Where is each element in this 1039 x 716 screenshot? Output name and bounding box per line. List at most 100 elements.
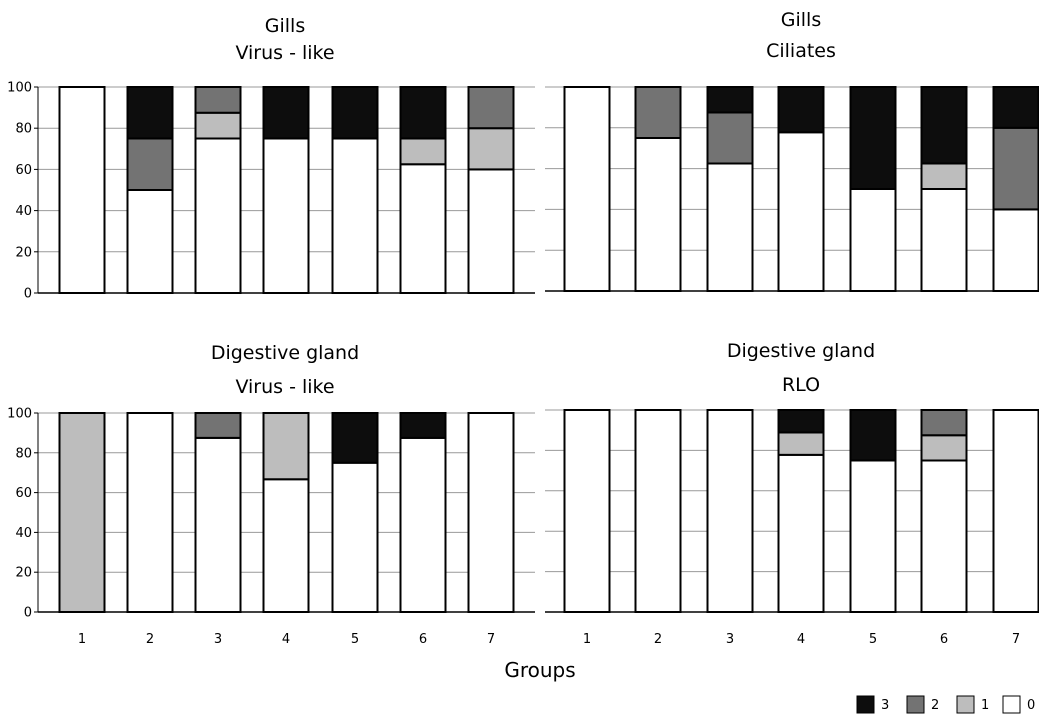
x-tick-label: 1 <box>583 632 591 647</box>
bar-segment-score-0 <box>992 208 1039 292</box>
bar-segment-score-2 <box>194 86 242 114</box>
y-tick-label: 0 <box>24 287 32 302</box>
bar-segment-score-2 <box>126 137 174 191</box>
bar-stack-group-6 <box>399 86 447 294</box>
bar-segment-score-1 <box>777 431 825 456</box>
x-tick-label: 6 <box>419 632 427 647</box>
x-tick-label: 3 <box>726 632 734 647</box>
bar-segment-score-2 <box>706 111 754 165</box>
legend-label-score-3: 3 <box>881 698 889 713</box>
bar-segment-score-2 <box>920 409 968 437</box>
panel-3: Digestive gland Virus - like 0 20 40 60 80 100 1… <box>7 342 535 647</box>
bar-segment-score-0 <box>777 131 825 292</box>
panel-title-line: Virus - like <box>235 42 334 64</box>
bar-stack-group-1 <box>563 409 611 613</box>
panel-title-line: Digestive gland <box>727 340 875 362</box>
bar-stack-group-3 <box>706 86 754 292</box>
bar-stack-group-3 <box>194 86 242 294</box>
bar-segment-score-0 <box>920 459 968 613</box>
bar-segment-score-0 <box>331 137 379 294</box>
y-tick-label: 0 <box>24 606 32 621</box>
legend-swatch-score-1 <box>956 695 975 714</box>
bar-stack-group-5 <box>849 86 897 292</box>
panel-title-line: Gills <box>265 15 305 37</box>
panel-title-line: Digestive gland <box>211 342 359 364</box>
bar-segment-score-1 <box>399 137 447 166</box>
bar-segment-score-0 <box>563 409 611 613</box>
bar-segment-score-0 <box>194 436 242 613</box>
y-tick-label: 100 <box>7 81 32 96</box>
panel-title-line: RLO <box>782 374 820 396</box>
bar-stack-group-2 <box>634 86 682 292</box>
bar-stack-group-2 <box>126 86 174 294</box>
bar-stack-group-3 <box>194 412 242 613</box>
bar-segment-score-3 <box>331 412 379 464</box>
bar-stack-group-5 <box>331 412 379 613</box>
bar-segment-score-1 <box>920 434 968 462</box>
bar-segment-score-0 <box>126 189 174 294</box>
bar-stack-group-7 <box>992 409 1039 613</box>
x-tick-label: 4 <box>282 632 290 647</box>
y-tick-label: 60 <box>15 163 32 178</box>
bar-stack-group-6 <box>399 412 447 613</box>
bar-stack-group-3 <box>706 409 754 613</box>
legend-swatch-score-3 <box>856 695 875 714</box>
x-tick-label: 2 <box>146 632 154 647</box>
bar-segment-score-0 <box>58 86 106 294</box>
bar-stack-group-1 <box>58 412 106 613</box>
x-tick-label: 7 <box>487 632 495 647</box>
legend-label-score-1: 1 <box>981 698 989 713</box>
x-tick-label: 7 <box>1012 632 1020 647</box>
x-tick-label: 4 <box>797 632 805 647</box>
x-tick-label: 1 <box>78 632 86 647</box>
y-tick-label: 100 <box>7 407 32 422</box>
bar-segment-score-2 <box>634 86 682 139</box>
bar-stack-group-2 <box>126 412 174 613</box>
x-tick-label: 5 <box>351 632 359 647</box>
y-tick-label: 20 <box>15 566 32 581</box>
bar-segment-score-1 <box>262 412 310 481</box>
bar-segment-score-0 <box>467 168 515 294</box>
bar-segment-score-0 <box>126 412 174 613</box>
bar-segment-score-1 <box>58 412 106 613</box>
y-tick-label: 40 <box>15 204 32 219</box>
bar-segment-score-2 <box>194 412 242 439</box>
bar-segment-score-0 <box>399 436 447 613</box>
bar-segment-score-0 <box>849 459 897 613</box>
y-tick-label: 60 <box>15 486 32 501</box>
panel-title-line: Gills <box>781 9 821 31</box>
bar-segment-score-0 <box>262 478 310 613</box>
bar-stack-group-4 <box>262 412 310 613</box>
bar-stack-group-6 <box>920 409 968 613</box>
panel-2: Gills Ciliates <box>545 9 1039 292</box>
bar-segment-score-0 <box>706 162 754 292</box>
bar-segment-score-3 <box>849 86 897 190</box>
bar-segment-score-1 <box>194 111 242 140</box>
x-tick-label: 5 <box>869 632 877 647</box>
bar-segment-score-3 <box>777 86 825 134</box>
legend-label-score-0: 0 <box>1027 698 1035 713</box>
y-tick-label: 20 <box>15 245 32 260</box>
bar-stack-group-7 <box>467 412 515 613</box>
bar-segment-score-0 <box>777 453 825 613</box>
bar-segment-score-2 <box>467 86 515 130</box>
bar-segment-score-0 <box>194 137 242 294</box>
y-tick-label: 40 <box>15 526 32 541</box>
bar-segment-score-3 <box>920 86 968 165</box>
bar-segment-score-0 <box>992 409 1039 613</box>
panel-1: Gills Virus - like 0 20 40 60 80 100 <box>7 15 535 302</box>
bar-stack-group-1 <box>58 86 106 294</box>
bar-segment-score-3 <box>399 86 447 140</box>
legend-swatch-score-0 <box>1002 695 1021 714</box>
bar-segment-score-3 <box>706 86 754 114</box>
bar-stack-group-7 <box>467 86 515 294</box>
bar-stack-group-4 <box>777 409 825 613</box>
bar-segment-score-3 <box>849 409 897 462</box>
bar-stack-group-1 <box>563 86 611 292</box>
bar-segment-score-0 <box>262 137 310 294</box>
bar-segment-score-0 <box>467 412 515 613</box>
bar-stack-group-5 <box>331 86 379 294</box>
bar-segment-score-0 <box>706 409 754 613</box>
bar-stack-group-2 <box>634 409 682 613</box>
x-axis-title: Groups <box>504 658 575 682</box>
